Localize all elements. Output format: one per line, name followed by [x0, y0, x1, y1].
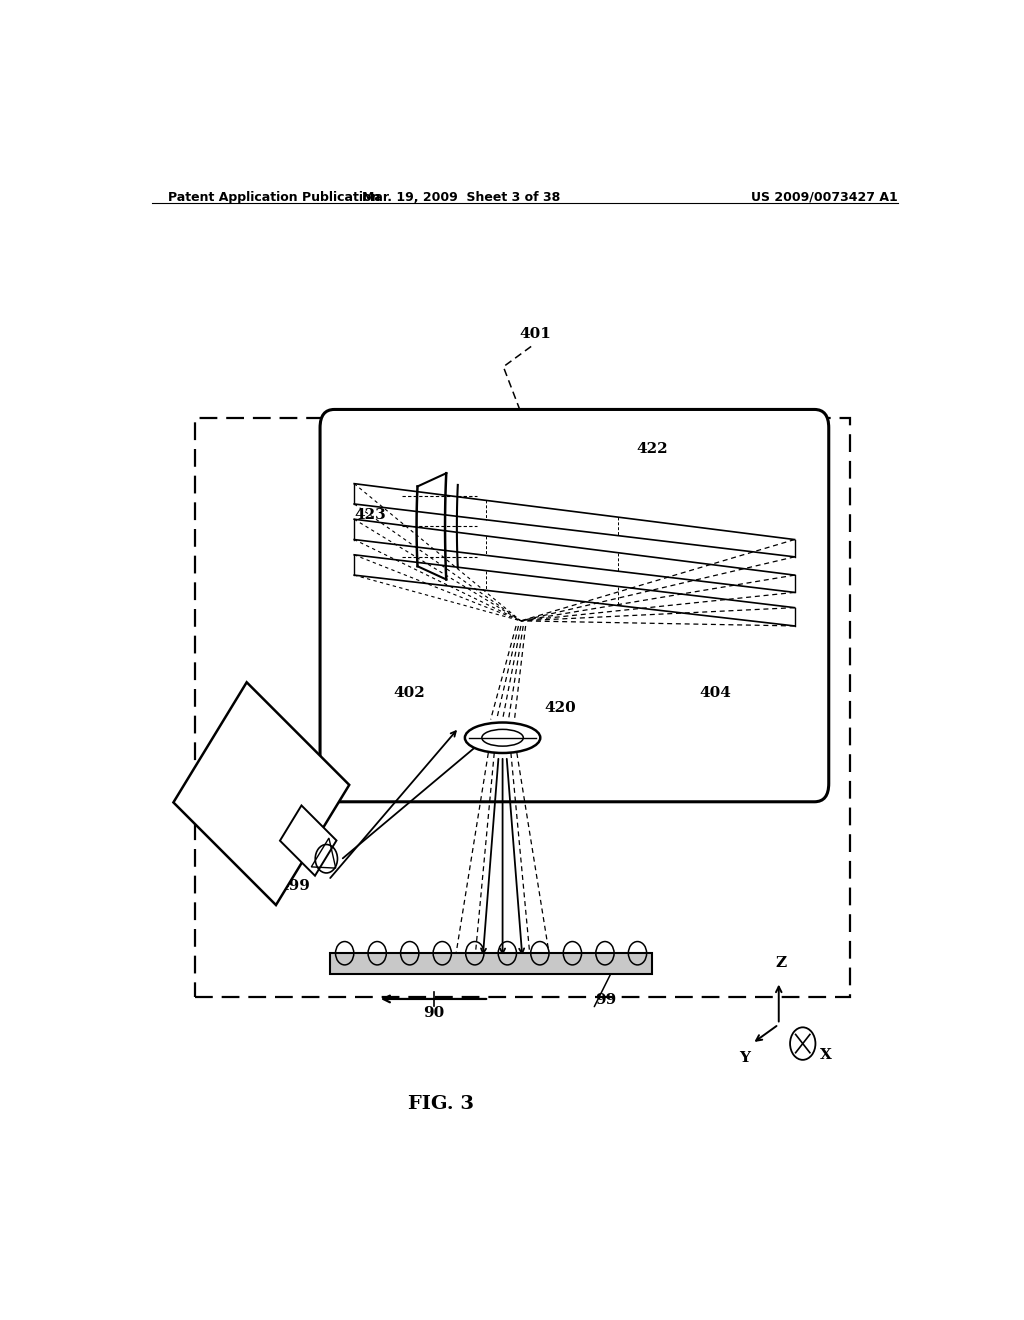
Ellipse shape [465, 722, 541, 752]
Text: Y: Y [738, 1051, 750, 1065]
Text: 499: 499 [279, 879, 310, 894]
Text: 420: 420 [545, 701, 577, 715]
Text: Mar. 19, 2009  Sheet 3 of 38: Mar. 19, 2009 Sheet 3 of 38 [362, 191, 560, 203]
FancyBboxPatch shape [321, 409, 828, 801]
Polygon shape [280, 805, 337, 875]
Text: US 2009/0073427 A1: US 2009/0073427 A1 [751, 191, 898, 203]
Text: 401: 401 [519, 327, 551, 342]
Text: Patent Application Publication: Patent Application Publication [168, 191, 380, 203]
Text: 90: 90 [423, 1006, 444, 1020]
Polygon shape [173, 682, 349, 906]
Text: 422: 422 [636, 442, 668, 457]
Text: 99: 99 [595, 993, 615, 1007]
FancyBboxPatch shape [331, 953, 652, 974]
Text: 404: 404 [699, 686, 731, 700]
Text: Z: Z [775, 957, 786, 970]
Text: 423: 423 [354, 508, 386, 523]
Text: 402: 402 [394, 686, 426, 700]
Text: X: X [820, 1048, 833, 1061]
Text: FIG. 3: FIG. 3 [409, 1094, 474, 1113]
